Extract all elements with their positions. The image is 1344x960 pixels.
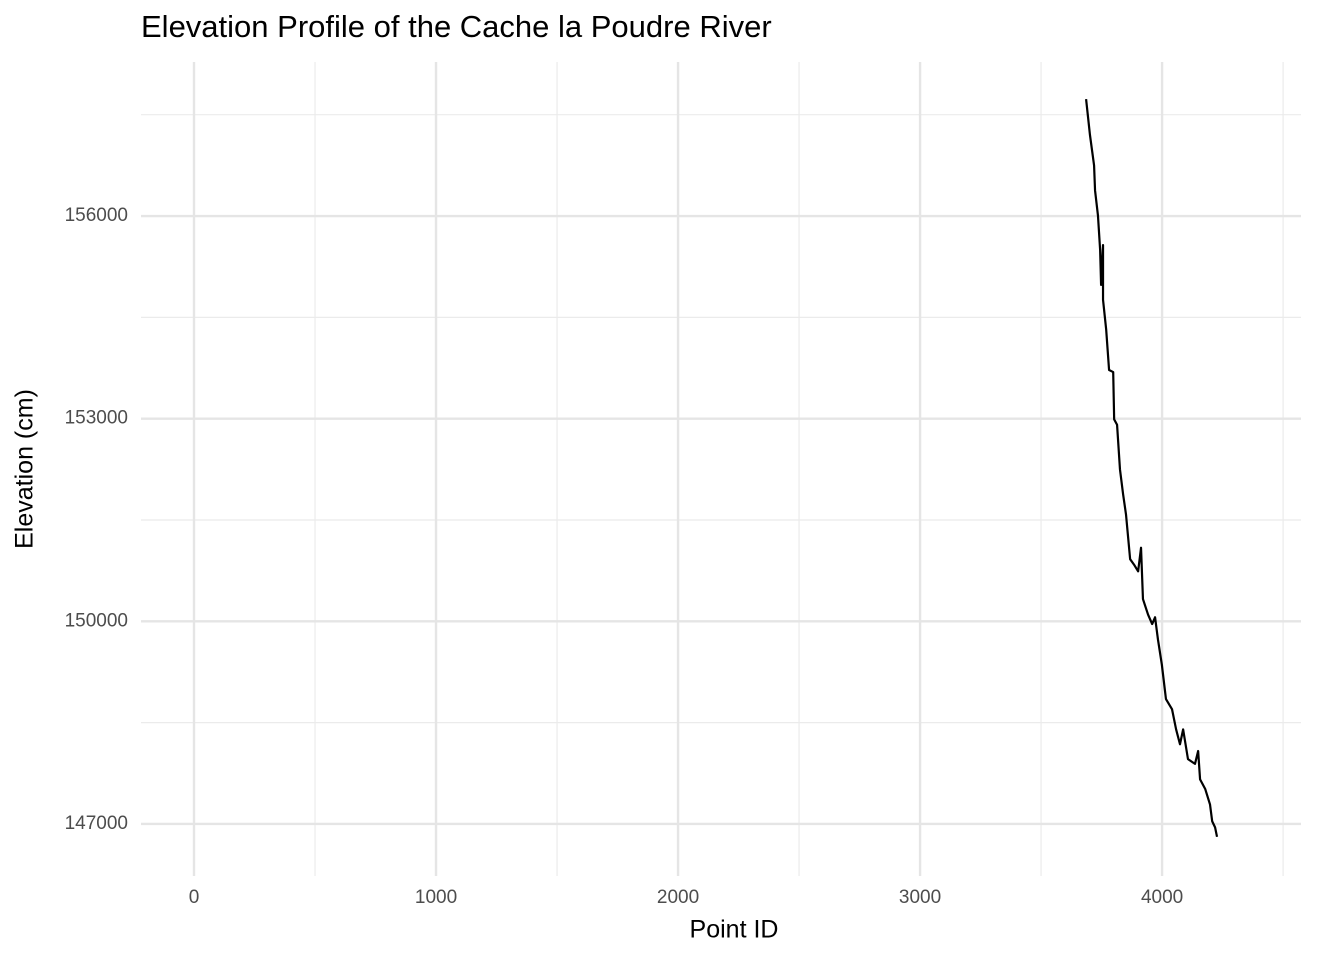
data-line [1084,99,1219,838]
x-axis-title: Point ID [690,916,779,944]
x-tick-label: 1000 [415,887,457,908]
x-tick-label: 0 [189,887,200,908]
x-tick-label: 2000 [657,887,699,908]
y-tick-label: 153000 [65,408,128,429]
y-tick-label: 156000 [65,205,128,226]
x-tick-label: 4000 [1141,887,1183,908]
x-tick-label: 3000 [899,887,941,908]
y-axis-title: Elevation (cm) [11,389,39,549]
y-tick-label: 147000 [65,813,128,834]
y-tick-label: 150000 [65,610,128,631]
chart-title: Elevation Profile of the Cache la Poudre… [141,9,772,44]
